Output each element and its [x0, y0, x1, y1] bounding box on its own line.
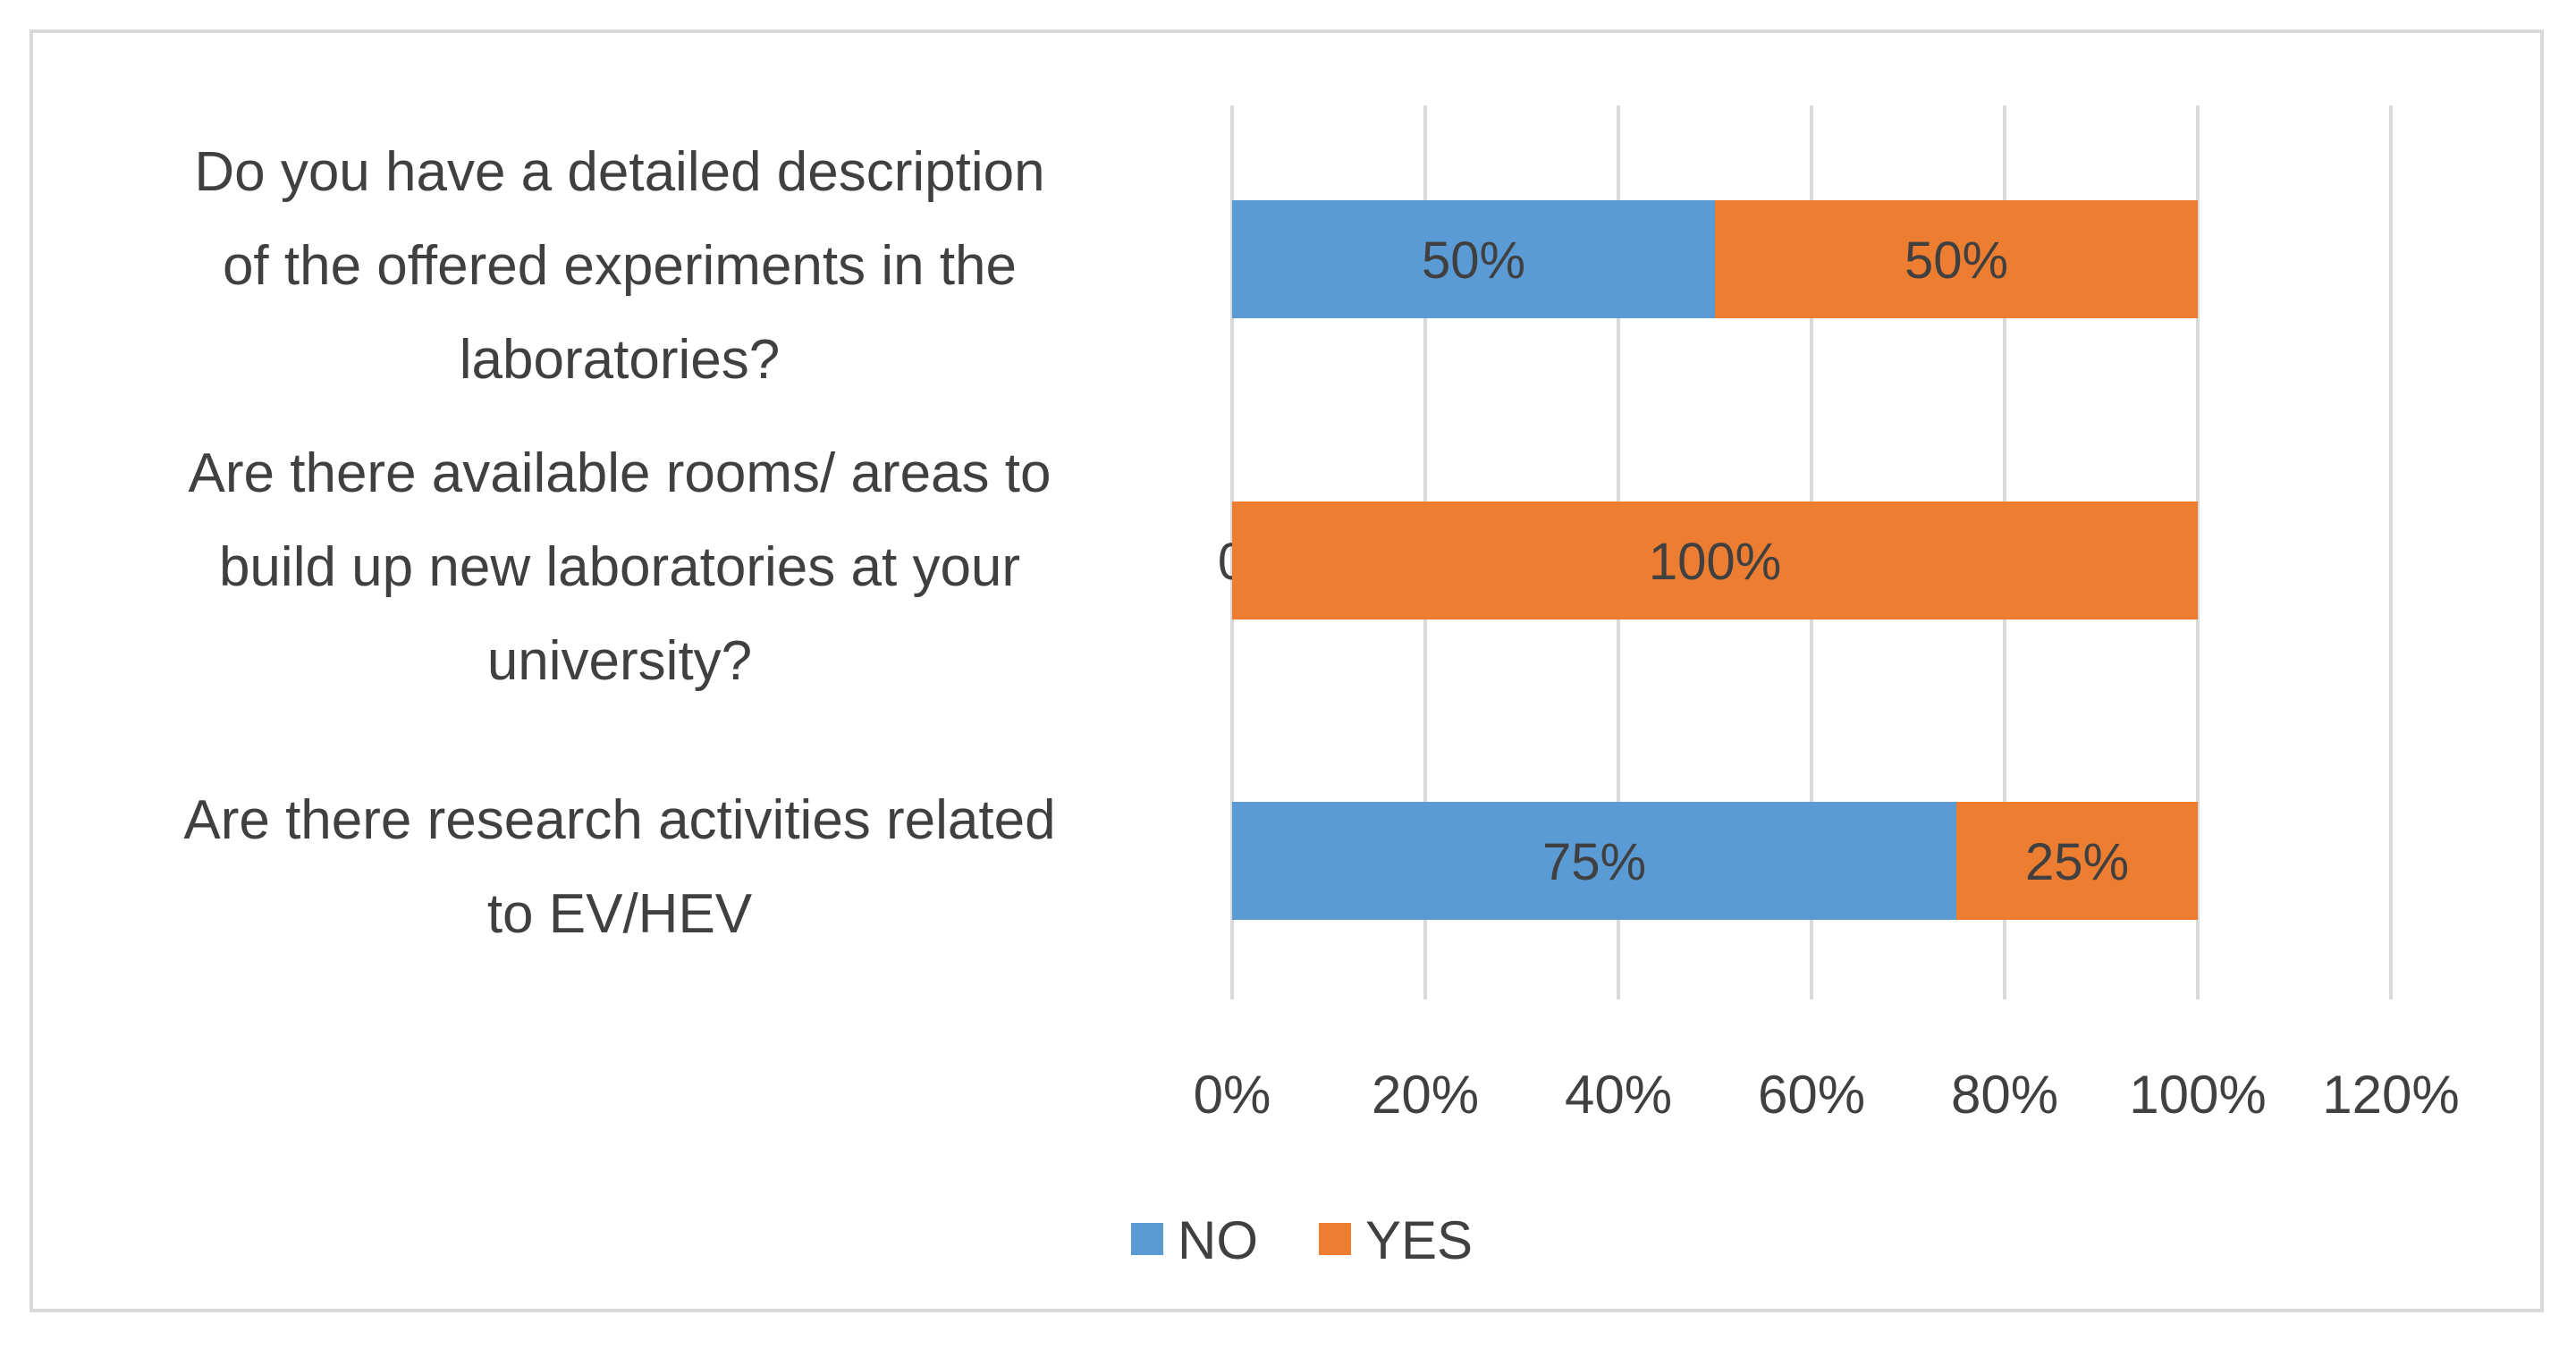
x-tick-label: 120% — [2322, 1065, 2459, 1125]
category-label: Are there research activities related to … — [61, 773, 1178, 961]
category-label: Are there available rooms/ areas to build… — [61, 426, 1178, 708]
legend-label-yes: YES — [1365, 1210, 1473, 1270]
x-tick-label: 80% — [1951, 1065, 2058, 1125]
bar-yes — [1715, 200, 2198, 318]
data-label: 25% — [2025, 833, 2129, 891]
legend-swatch-yes — [1319, 1223, 1351, 1255]
data-label: 75% — [1542, 833, 1646, 891]
legend-label-no: NO — [1178, 1210, 1258, 1270]
data-label: 50% — [1905, 232, 2008, 290]
x-tick-label: 0% — [1194, 1065, 1271, 1125]
category-label-line: to EV/HEV — [486, 883, 753, 945]
category-label-line: laboratories? — [459, 329, 781, 391]
bar-no — [1232, 802, 1956, 920]
x-tick-label: 20% — [1372, 1065, 1479, 1125]
category-label: Do you have a detailed description of the… — [61, 125, 1178, 407]
bar-yes — [1232, 502, 2198, 620]
x-tick-label: 40% — [1565, 1065, 1672, 1125]
legend-swatch-no — [1131, 1223, 1163, 1255]
bar-no — [1232, 200, 1715, 318]
x-tick-label: 100% — [2129, 1065, 2266, 1125]
data-label: 50% — [1422, 232, 1525, 290]
bar-yes — [1956, 802, 2198, 920]
category-label-line: Are there available rooms/ areas to — [188, 442, 1052, 504]
category-label-line: university? — [486, 630, 753, 692]
x-tick-label: 60% — [1758, 1065, 1865, 1125]
data-label: 100% — [1649, 533, 1781, 591]
category-label-line: of the offered experiments in the — [222, 235, 1018, 297]
category-label-line: build up new laboratories at your — [218, 536, 1021, 598]
category-label-line: Do you have a detailed description — [194, 141, 1045, 203]
category-label-line: Are there research activities related — [183, 789, 1056, 851]
